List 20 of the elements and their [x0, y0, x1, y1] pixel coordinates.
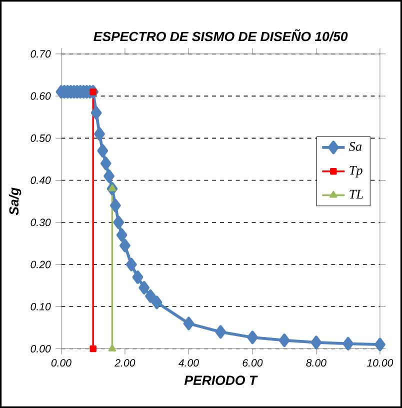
y-tick-label: 0.70: [30, 50, 51, 58]
x-tick-label: 0.00: [51, 359, 72, 367]
chart-title: ESPECTRO DE SISMO DE DISEÑO 10/50: [94, 29, 348, 42]
y-tick-label: 0.40: [30, 176, 51, 184]
x-tick-label: 6.00: [242, 359, 263, 367]
x-tick-label: 10.00: [366, 359, 394, 367]
y-axis-title: Sa/g: [8, 188, 22, 216]
legend-label: TL: [350, 190, 363, 199]
legend-label: Sa: [348, 142, 362, 151]
x-tick-label: 2.00: [114, 359, 136, 367]
x-tick-label: 4.00: [178, 359, 199, 367]
x-axis-title: PERIODO T: [184, 376, 258, 386]
x-tick-label: 8.00: [306, 359, 326, 367]
y-tick-label: 0.00: [30, 345, 51, 353]
y-tick-label: 0.60: [30, 92, 51, 100]
y-tick-label: 0.20: [30, 260, 51, 268]
legend-label: Tp: [350, 166, 362, 178]
y-tick-label: 0.10: [30, 302, 51, 310]
y-tick-label: 0.50: [30, 134, 51, 142]
y-tick-label: 0.30: [30, 218, 51, 226]
